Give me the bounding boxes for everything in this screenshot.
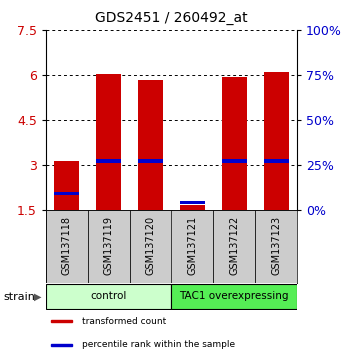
Bar (54, 192, 79, 195)
Text: ▶: ▶ (34, 291, 42, 302)
Text: GSM137119: GSM137119 (104, 216, 114, 275)
Bar (96, 159, 121, 163)
Text: GSM137121: GSM137121 (188, 216, 197, 275)
Bar (222, 159, 247, 163)
Text: GSM137118: GSM137118 (62, 216, 72, 275)
Bar (213, 210, 255, 283)
Bar (172, 210, 213, 283)
Bar (264, 72, 288, 210)
Bar (138, 80, 163, 210)
Bar (46, 284, 172, 309)
Bar (180, 201, 205, 205)
Bar (96, 74, 121, 210)
Bar (222, 78, 247, 210)
Text: GSM137123: GSM137123 (271, 216, 281, 275)
Bar (46, 210, 88, 283)
Bar (130, 210, 172, 283)
Title: GDS2451 / 260492_at: GDS2451 / 260492_at (95, 11, 248, 25)
Text: GSM137120: GSM137120 (146, 216, 155, 275)
Bar (264, 159, 288, 163)
Bar (180, 205, 205, 210)
Text: strain: strain (3, 291, 35, 302)
Text: percentile rank within the sample: percentile rank within the sample (82, 340, 235, 349)
Bar (138, 159, 163, 163)
Text: transformed count: transformed count (82, 316, 166, 326)
Bar (51, 320, 72, 322)
Text: control: control (91, 291, 127, 301)
Bar (88, 210, 130, 283)
Text: TAC1 overexpressing: TAC1 overexpressing (179, 291, 289, 301)
Text: GSM137122: GSM137122 (229, 216, 239, 275)
Bar (54, 160, 79, 210)
Bar (51, 343, 72, 346)
Bar (255, 210, 297, 283)
Bar (172, 284, 297, 309)
